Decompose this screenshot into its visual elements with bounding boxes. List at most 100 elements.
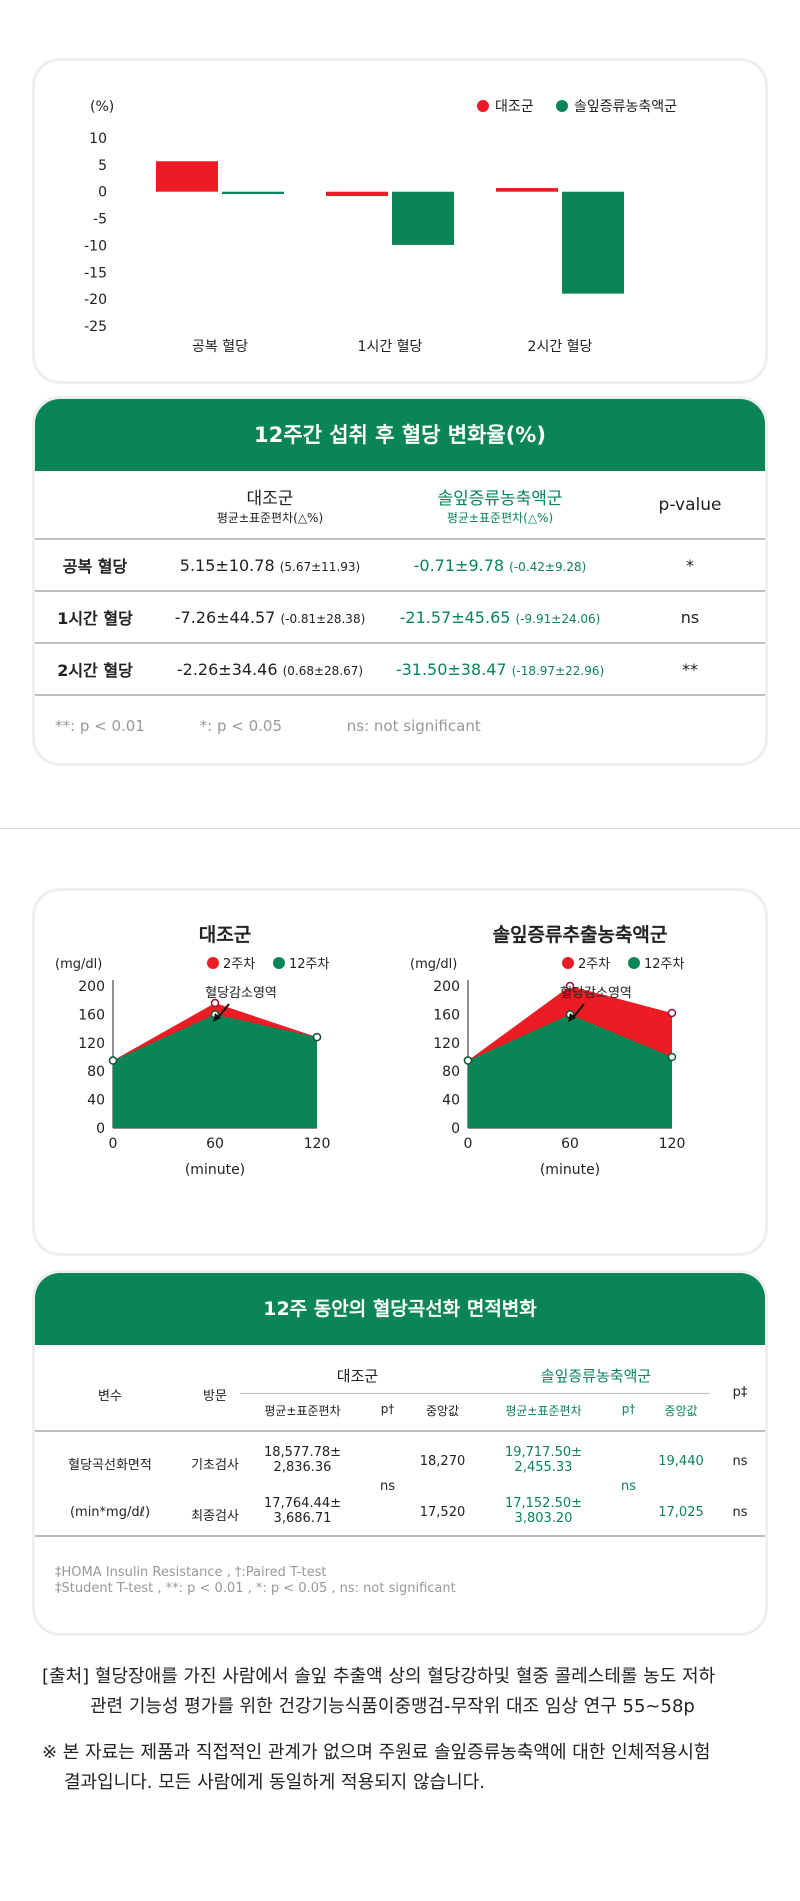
h-p: p‡ — [732, 1385, 748, 1400]
h-control: 대조군 — [336, 1367, 379, 1385]
p2-value: ns — [732, 1505, 748, 1520]
data-point — [565, 981, 575, 991]
c-mean2: 17,764.44± 3,686.71 — [240, 1496, 365, 1526]
y-tick-label: 0 — [451, 1121, 460, 1137]
y-tick-label: 80 — [442, 1064, 460, 1080]
area-charts: 대조군 솔잎증류추출농축액군 (mg/dl) 2주차 12주차 200 160 120 80… — [55, 924, 686, 1178]
y-tick-label: 160 — [433, 1007, 460, 1023]
x-tick-label: 0 — [109, 1136, 118, 1152]
legend-treatment-label: 솔잎증류농축액군 — [574, 99, 677, 115]
disclaimer-line2: 결과입니다. 모든 사람에게 동일하게 적용되지 않습니다. — [64, 1772, 485, 1793]
c-mean1-a: 18,577.78± — [263, 1445, 342, 1460]
legend-week12-label: 12주차 — [644, 957, 685, 972]
source-note: [출처] 혈당장애를 가진 사람에서 솔잎 추출액 상의 혈당강하및 혈중 콜레… — [42, 1662, 715, 1722]
y-tick-label: 5 — [98, 158, 107, 174]
legend-control-marker — [477, 100, 489, 112]
left-chart-title: 대조군 — [199, 924, 251, 946]
legend-week2-marker — [207, 957, 219, 969]
legend-week12-label: 12주차 — [289, 957, 330, 972]
col-treat-header: 솔잎증류농축액군 — [437, 488, 563, 509]
treat-value: -31.50±38.47 — [395, 659, 507, 679]
glucose-change-table-card: 12주간 섭취 후 혈당 변화율(%) 대조군 평균±표준편차(△%) 솔잎증류… — [32, 396, 768, 766]
x-tick-label: 120 — [304, 1136, 331, 1152]
row-label: 공복 혈당 — [35, 538, 155, 591]
footnote: **: p < 0.01 — [55, 717, 145, 735]
visit1: 기초검사 — [191, 1458, 239, 1473]
c-mean1-b: 2,836.36 — [273, 1460, 332, 1475]
data-point — [667, 1008, 677, 1018]
disclaimer-note: ※ 본 자료는 제품과 직접적인 관계가 없으며 주원료 솔잎증류농축액에 대한… — [42, 1738, 710, 1798]
treat-sub-value: (-0.42±9.28) — [509, 559, 587, 574]
bar — [156, 161, 218, 192]
h-c-median: 중앙값 — [425, 1404, 460, 1418]
c-med1: 18,270 — [419, 1454, 466, 1469]
h-visit: 방문 — [203, 1389, 227, 1404]
table2-title: 12주 동안의 혈당곡선화 면적변화 — [35, 1273, 765, 1345]
annotation-arrowhead — [568, 1013, 576, 1022]
legend-treatment-marker — [556, 100, 568, 112]
control-value: -2.26±34.46 — [176, 659, 278, 679]
footnote: ‡Student T-test , **: p < 0.01 , *: p < … — [55, 1581, 456, 1596]
y-tick-label: 0 — [96, 1121, 105, 1137]
table1-title: 12주간 섭취 후 혈당 변화율(%) — [35, 399, 765, 471]
y-tick-label: 120 — [433, 1036, 460, 1052]
area-series — [113, 1014, 317, 1128]
col-control-header: 대조군 — [246, 488, 294, 509]
x-tick-label: 120 — [659, 1136, 686, 1152]
h-c-mean: 평균±표준편차 — [264, 1404, 341, 1418]
h-t-median: 중앙값 — [664, 1404, 698, 1418]
x-axis-label: (minute) — [540, 1162, 600, 1178]
legend-week2-label: 2주차 — [223, 957, 255, 972]
table-row: 공복 혈당 5.15±10.78 (5.67±11.93) -0.71±9.78… — [35, 538, 765, 591]
table-row: 1시간 혈당 -7.26±44.57 (-0.81±28.38) -21.57±… — [35, 590, 765, 643]
data-point — [108, 1056, 118, 1065]
t-med1: 19,440 — [658, 1454, 704, 1469]
control-value: 5.15±10.78 — [179, 555, 275, 575]
t-med2: 17,025 — [658, 1505, 704, 1520]
p-value: ** — [615, 642, 765, 696]
h-divider — [240, 1393, 710, 1394]
row-divider-top — [35, 1430, 765, 1432]
c-mean2-a: 17,764.44± — [263, 1496, 342, 1511]
h-c-pt: p† — [380, 1402, 395, 1416]
c-med2: 17,520 — [419, 1505, 466, 1520]
area-charts-card: 대조군 솔잎증류추출농축액군 (mg/dl) 2주차 12주차 200 160 120 80… — [32, 888, 768, 1256]
y-tick-label: 40 — [442, 1093, 460, 1109]
y-tick-label: 10 — [89, 131, 107, 147]
t-mean2: 17,152.50± 3,803.20 — [481, 1496, 606, 1526]
auc-table-card: 12주 동안의 혈당곡선화 면적변화 변수 방문 대조군 솔잎증류농축액군 p‡… — [32, 1270, 768, 1636]
y-unit-label: (%) — [90, 99, 114, 115]
control-sub-value: (-0.81±28.38) — [280, 611, 366, 626]
row-divider-bottom — [35, 1535, 765, 1537]
legend-week2-marker — [562, 957, 574, 969]
annotation-label: 혈당감소영역 — [205, 986, 277, 1001]
footnote: ‡HOMA Insulin Resistance , †:Paired T-te… — [55, 1565, 327, 1580]
legend-control-label: 대조군 — [495, 99, 534, 115]
p-value: * — [615, 538, 765, 591]
x-tick-label: 0 — [464, 1136, 473, 1152]
bar — [562, 191, 624, 294]
legend-week12-marker — [628, 957, 640, 969]
y-tick-label: 200 — [433, 979, 460, 995]
bar-chart: (%) 대조군 솔잎증류농축액군 10 5 0 -5 -10 -15 -20 -25 공복 혈… — [84, 99, 677, 355]
y-tick-label: -5 — [93, 212, 107, 228]
data-point — [210, 998, 220, 1008]
col-control-sub: 평균±표준편차(△%) — [216, 510, 324, 525]
col-treat-sub: 평균±표준편차(△%) — [446, 510, 554, 525]
section-divider — [0, 828, 800, 829]
bar — [326, 191, 388, 197]
control-sub-value: (5.67±11.93) — [279, 559, 361, 574]
x-axis-label: (minute) — [185, 1162, 245, 1178]
t-mean1-b: 2,455.33 — [514, 1460, 573, 1475]
y-tick-label: -25 — [84, 319, 107, 335]
data-point — [667, 1052, 677, 1062]
p1-value: ns — [732, 1454, 748, 1469]
h-treat: 솔잎증류농축액군 — [540, 1367, 652, 1385]
t-pt-value: ns — [620, 1479, 636, 1494]
visit2: 최종검사 — [191, 1509, 239, 1524]
x-category-label: 2시간 혈당 — [528, 339, 593, 355]
y-tick-label: 80 — [87, 1064, 105, 1080]
data-point — [312, 1032, 322, 1042]
x-category-label: 1시간 혈당 — [358, 339, 423, 355]
legend-week12-marker — [273, 957, 285, 969]
